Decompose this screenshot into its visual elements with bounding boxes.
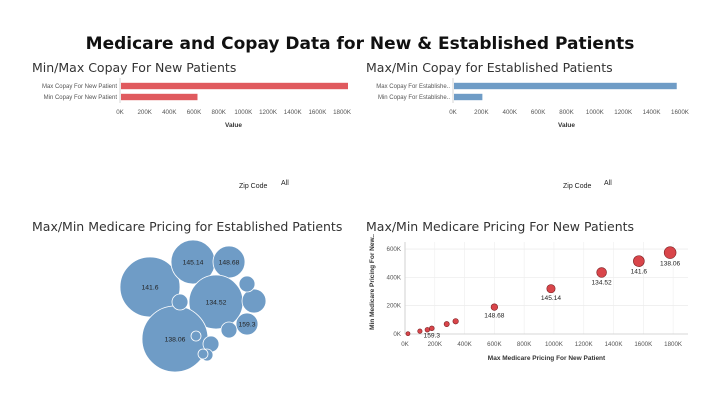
x-tick-label: 1400K	[284, 109, 303, 116]
x-tick-label: 400K	[457, 341, 472, 348]
x-tick-label: 600K	[487, 341, 502, 348]
medicare-established-bubble-chart: 141.6 145.14 148.68 134.52 138.06 159.3	[119, 239, 267, 373]
chart-title-new-copay: Min/Max Copay For New Patients	[32, 60, 237, 75]
x-tick-label: 1200K	[575, 341, 594, 348]
copay-established-chart: Max Copay For Establishe.. Min Copay For …	[376, 78, 690, 129]
y-tick-label: 400K	[387, 274, 402, 281]
x-tick-label: 1600K	[634, 341, 653, 348]
scatter-point	[424, 327, 430, 333]
bubble-label: 148.68	[219, 259, 240, 266]
medicare-new-scatter-chart: 0K 200K 400K 600K 0K 200K 400K 600K 800K 1000K 120…	[369, 234, 688, 362]
bubble	[241, 288, 267, 314]
point-label: 159.3	[424, 333, 441, 340]
zip-code-filter-2[interactable]: All	[604, 180, 612, 187]
bubble	[197, 348, 209, 360]
x-tick-label: 1600K	[308, 109, 327, 116]
x-tick-label: 0K	[116, 109, 124, 116]
x-tick-label: 400K	[162, 109, 177, 116]
x-tick-label: 1000K	[234, 109, 253, 116]
x-tick-label: 0K	[401, 341, 409, 348]
bubble	[171, 293, 189, 311]
x-tick-label: 800K	[211, 109, 226, 116]
x-tick-label: 200K	[137, 109, 152, 116]
x-axis-label: Max Medicare Pricing For New Patient	[488, 355, 606, 362]
bubble-label: 141.6	[141, 284, 158, 291]
bubble	[190, 330, 202, 342]
bar	[121, 82, 348, 90]
zip-code-label: Zip Code	[239, 183, 268, 190]
x-tick-label: 1200K	[259, 109, 278, 116]
zip-code-label-2: Zip Code	[563, 183, 592, 190]
point-label: 138.06	[660, 261, 681, 268]
scatter-point	[417, 328, 423, 334]
x-tick-label: 600K	[187, 109, 202, 116]
bar	[454, 82, 677, 90]
x-axis-label: Value	[558, 122, 575, 129]
bar	[121, 93, 198, 101]
x-tick-label: 400K	[503, 109, 518, 116]
bubble	[238, 275, 256, 293]
zip-code-filter[interactable]: All	[281, 180, 289, 187]
x-tick-label: 0K	[449, 109, 457, 116]
y-tick-label: 0K	[393, 331, 401, 338]
x-tick-label: 1000K	[545, 341, 564, 348]
bubble	[220, 321, 238, 339]
chart-title-established-medicare: Max/Min Medicare Pricing for Established…	[32, 219, 343, 234]
x-tick-label: 1800K	[664, 341, 683, 348]
scatter-point	[663, 246, 677, 259]
y-tick-label: 600K	[387, 246, 402, 253]
scatter-point	[633, 255, 645, 267]
x-tick-label: 1200K	[614, 109, 633, 116]
scatter-point	[443, 321, 450, 328]
bubble	[235, 312, 259, 336]
category-label: Max Copay For Establishe..	[376, 84, 450, 90]
y-tick-label: 200K	[387, 303, 402, 310]
bubble-label: 159.3	[238, 321, 255, 328]
chart-title-established-copay: Max/Min Copay for Established Patients	[366, 60, 613, 75]
copay-new-chart: Max Copay For New Patient Min Copay For N…	[42, 78, 352, 129]
scatter-point	[490, 303, 498, 311]
bubble-label: 145.14	[183, 259, 204, 266]
x-tick-label: 1400K	[605, 341, 624, 348]
scatter-point	[596, 267, 607, 278]
x-axis-label: Value	[225, 122, 242, 129]
bar	[454, 93, 483, 101]
point-label: 148.68	[484, 312, 505, 319]
x-tick-label: 1800K	[333, 109, 352, 116]
category-label: Min Copay For Establishe..	[378, 95, 450, 101]
scatter-point	[546, 284, 556, 294]
chart-title-new-medicare: Max/Min Medicare Pricing For New Patient…	[366, 219, 635, 234]
x-tick-label: 200K	[474, 109, 489, 116]
category-label: Max Copay For New Patient	[42, 84, 117, 90]
scatter-point	[429, 325, 435, 332]
scatter-point	[405, 331, 411, 337]
x-tick-label: 800K	[559, 109, 574, 116]
x-tick-label: 600K	[531, 109, 546, 116]
point-label: 141.6	[631, 269, 648, 276]
scatter-point	[452, 318, 459, 325]
point-label: 145.14	[541, 295, 562, 302]
x-tick-label: 1600K	[671, 109, 690, 116]
bubble-label: 138.06	[165, 336, 186, 343]
y-axis-label: Min Medicare Pricing For New..	[369, 234, 376, 330]
category-label: Min Copay For New Patient	[44, 95, 118, 101]
point-label: 134.52	[592, 279, 613, 286]
page-title: Medicare and Copay Data for New & Establ…	[85, 34, 635, 54]
x-tick-label: 200K	[428, 341, 443, 348]
bubble-label: 134.52	[206, 299, 227, 306]
x-tick-label: 800K	[517, 341, 532, 348]
x-tick-label: 1000K	[586, 109, 605, 116]
x-tick-label: 1400K	[643, 109, 662, 116]
